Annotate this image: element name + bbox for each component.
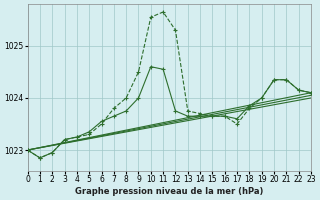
X-axis label: Graphe pression niveau de la mer (hPa): Graphe pression niveau de la mer (hPa): [75, 187, 263, 196]
